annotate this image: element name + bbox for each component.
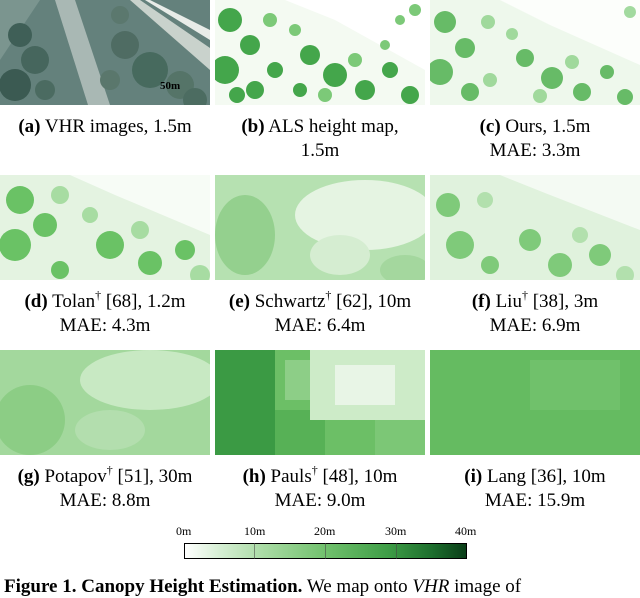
colorbar-tick-20: 20m	[314, 524, 336, 538]
scale-label: 50m	[160, 80, 181, 92]
colorbar-tickmark	[254, 543, 255, 559]
caption-g: (g) Potapov† [51], 30m MAE: 8.8m	[17, 462, 193, 511]
caption-d: (d) Tolan† [68], 1.2m MAE: 4.3m	[24, 287, 186, 336]
panel-f-liu-prediction	[430, 175, 640, 280]
caption-c: (c) Ours, 1.5m MAE: 3.3m	[479, 116, 591, 161]
colorbar-tick-0: 0m	[176, 524, 192, 538]
caption-f: (f) Liu† [38], 3m MAE: 6.9m	[471, 287, 599, 336]
panel-a-vhr-image: N 50m	[0, 0, 210, 105]
caption-a: (a) VHR images, 1.5m	[18, 116, 192, 137]
caption-e: (e) Schwartz† [62], 10m MAE: 6.4m	[228, 287, 412, 336]
north-arrow-icon: N	[183, 2, 197, 32]
scale-bar: 50m	[148, 80, 204, 98]
colorbar-tickmark	[325, 543, 326, 559]
figure-caption: Figure 1. Canopy Height Estimation. We m…	[4, 576, 522, 597]
colorbar-tickmark	[396, 543, 397, 559]
panel-d-tolan-prediction	[0, 175, 210, 280]
colorbar-tick-30: 30m	[385, 524, 407, 538]
panel-h-pauls-prediction	[215, 350, 425, 455]
panel-i-lang-prediction	[430, 350, 640, 455]
colorbar-tick-10: 10m	[244, 524, 266, 538]
caption-h: (h) Pauls† [48], 10m MAE: 9.0m	[242, 462, 398, 511]
caption-i: (i) Lang [36], 10m MAE: 15.9m	[464, 466, 606, 511]
colorbar-tick-40: 40m	[455, 524, 477, 538]
panel-g-potapov-prediction	[0, 350, 210, 455]
panel-b-als-height-map	[215, 0, 425, 105]
panel-e-schwartz-prediction	[215, 175, 425, 280]
caption-b: (b) ALS height map, 1.5m	[241, 116, 399, 161]
panel-c-ours-prediction	[430, 0, 640, 105]
